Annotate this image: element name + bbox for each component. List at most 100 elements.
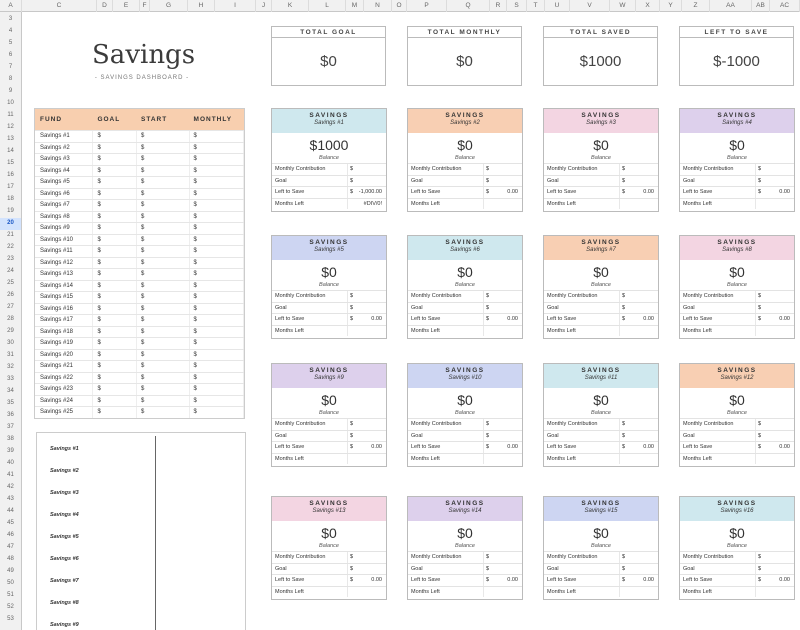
card-row-value[interactable]: $ — [756, 291, 794, 302]
column-header-r[interactable]: R — [490, 0, 507, 12]
column-header-i[interactable]: I — [215, 0, 256, 12]
row-header-16[interactable]: 16 — [7, 172, 14, 178]
row-header-36[interactable]: 36 — [7, 412, 14, 418]
start-cell[interactable]: $ — [137, 142, 190, 153]
goal-cell[interactable]: $ — [93, 349, 138, 360]
card-row-value[interactable] — [620, 587, 658, 598]
card-row-value[interactable] — [484, 587, 522, 598]
start-cell[interactable]: $ — [137, 131, 190, 142]
card-row-value[interactable]: $ — [484, 564, 522, 575]
row-header-14[interactable]: 14 — [7, 148, 14, 154]
start-cell[interactable]: $ — [137, 326, 190, 337]
card-row-value[interactable]: $ — [484, 431, 522, 442]
card-row-value[interactable]: $ — [484, 176, 522, 187]
row-header-44[interactable]: 44 — [7, 508, 14, 514]
row-header-31[interactable]: 31 — [7, 352, 14, 358]
column-header-u[interactable]: U — [545, 0, 570, 12]
column-header-t[interactable]: T — [527, 0, 545, 12]
column-header-f[interactable]: F — [140, 0, 150, 12]
goal-cell[interactable]: $ — [93, 165, 138, 176]
column-header-p[interactable]: P — [407, 0, 447, 12]
card-row-value[interactable]: $0.00 — [484, 575, 522, 586]
goal-cell[interactable]: $ — [93, 326, 138, 337]
monthly-cell[interactable]: $ — [190, 372, 244, 383]
row-header-9[interactable]: 9 — [8, 88, 13, 94]
card-row-value[interactable]: $0.00 — [620, 442, 658, 453]
card-row-value[interactable]: $ — [484, 164, 522, 175]
row-header-13[interactable]: 13 — [7, 136, 14, 142]
card-row-value[interactable]: $0.00 — [756, 575, 794, 586]
row-header-43[interactable]: 43 — [7, 496, 14, 502]
monthly-cell[interactable]: $ — [190, 292, 244, 303]
card-row-value[interactable] — [756, 454, 794, 465]
row-header-41[interactable]: 41 — [7, 472, 14, 478]
start-cell[interactable]: $ — [137, 188, 190, 199]
card-row-value[interactable]: $ — [484, 291, 522, 302]
column-header-o[interactable]: O — [392, 0, 407, 12]
row-header-40[interactable]: 40 — [7, 460, 14, 466]
card-row-value[interactable]: $ — [348, 291, 386, 302]
card-row-value[interactable]: $ — [620, 564, 658, 575]
column-header-g[interactable]: G — [150, 0, 188, 12]
start-cell[interactable]: $ — [137, 338, 190, 349]
goal-cell[interactable]: $ — [93, 154, 138, 165]
goal-cell[interactable]: $ — [93, 395, 138, 406]
card-row-value[interactable]: $ — [756, 303, 794, 314]
start-cell[interactable]: $ — [137, 165, 190, 176]
row-header-8[interactable]: 8 — [8, 76, 13, 82]
card-row-value[interactable]: $ — [756, 419, 794, 430]
card-row-value[interactable] — [620, 199, 658, 210]
card-row-value[interactable]: $ — [348, 564, 386, 575]
row-header-12[interactable]: 12 — [7, 124, 14, 130]
column-header-aa[interactable]: AA — [710, 0, 752, 12]
card-row-value[interactable]: $ — [484, 419, 522, 430]
column-header-a[interactable]: A — [0, 0, 22, 12]
column-header-m[interactable]: M — [346, 0, 364, 12]
row-header-11[interactable]: 11 — [7, 112, 14, 118]
monthly-cell[interactable]: $ — [190, 269, 244, 280]
card-row-value[interactable]: $ — [620, 419, 658, 430]
row-header-15[interactable]: 15 — [7, 160, 14, 166]
goal-cell[interactable]: $ — [93, 142, 138, 153]
column-header-w[interactable]: W — [610, 0, 636, 12]
card-row-value[interactable]: $0.00 — [756, 187, 794, 198]
row-header-47[interactable]: 47 — [7, 544, 14, 550]
row-header-27[interactable]: 27 — [7, 304, 14, 310]
card-row-value[interactable] — [620, 454, 658, 465]
goal-cell[interactable]: $ — [93, 200, 138, 211]
row-header-4[interactable]: 4 — [8, 28, 13, 34]
start-cell[interactable]: $ — [137, 200, 190, 211]
card-row-value[interactable] — [756, 199, 794, 210]
monthly-cell[interactable]: $ — [190, 223, 244, 234]
goal-cell[interactable]: $ — [93, 246, 138, 257]
card-row-value[interactable] — [620, 326, 658, 337]
start-cell[interactable]: $ — [137, 246, 190, 257]
row-header-10[interactable]: 10 — [7, 100, 14, 106]
start-cell[interactable]: $ — [137, 303, 190, 314]
goal-cell[interactable]: $ — [93, 223, 138, 234]
card-row-value[interactable]: $ — [348, 552, 386, 563]
card-row-value[interactable] — [756, 326, 794, 337]
row-header-49[interactable]: 49 — [7, 568, 14, 574]
row-header-26[interactable]: 26 — [7, 292, 14, 298]
goal-cell[interactable]: $ — [93, 188, 138, 199]
row-header-23[interactable]: 23 — [7, 256, 14, 262]
monthly-cell[interactable]: $ — [190, 257, 244, 268]
column-header-ac[interactable]: AC — [770, 0, 800, 12]
monthly-cell[interactable]: $ — [190, 407, 244, 418]
start-cell[interactable]: $ — [137, 211, 190, 222]
column-header-ab[interactable]: AB — [752, 0, 770, 12]
card-row-value[interactable]: $0.00 — [348, 314, 386, 325]
start-cell[interactable]: $ — [137, 223, 190, 234]
card-row-value[interactable] — [484, 326, 522, 337]
monthly-cell[interactable]: $ — [190, 384, 244, 395]
card-row-value[interactable]: $ — [756, 431, 794, 442]
card-row-value[interactable]: $ — [756, 176, 794, 187]
goal-cell[interactable]: $ — [93, 303, 138, 314]
start-cell[interactable]: $ — [137, 384, 190, 395]
row-header-30[interactable]: 30 — [7, 340, 14, 346]
monthly-cell[interactable]: $ — [190, 338, 244, 349]
column-header-s[interactable]: S — [507, 0, 527, 12]
row-header-29[interactable]: 29 — [7, 328, 14, 334]
start-cell[interactable]: $ — [137, 292, 190, 303]
